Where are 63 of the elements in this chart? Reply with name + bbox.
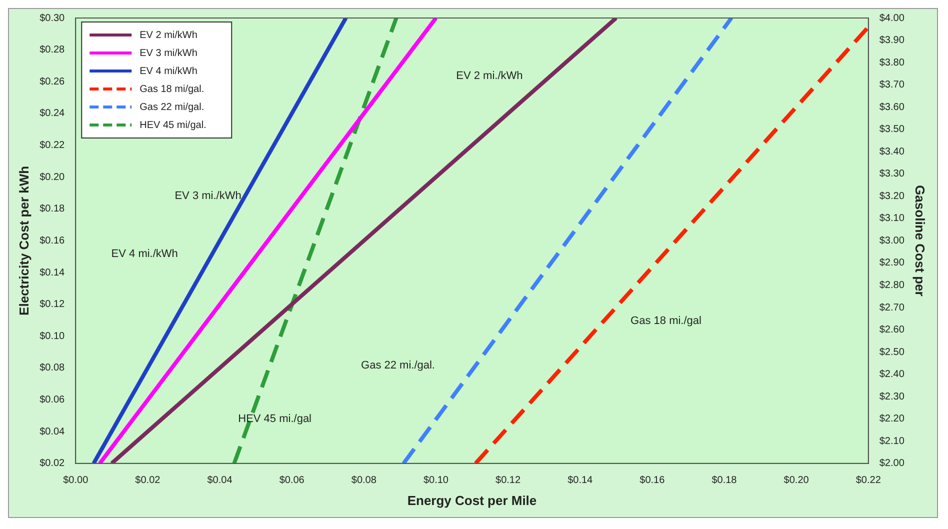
y-tick-label: $0.12 bbox=[40, 299, 66, 310]
y2-tick-label: $2.70 bbox=[879, 302, 905, 314]
x-tick-label: $0.10 bbox=[423, 475, 449, 486]
y2-tick-label: $2.60 bbox=[879, 324, 905, 336]
y2-tick-label: $3.00 bbox=[879, 235, 905, 246]
y2-tick-label: $3.70 bbox=[879, 80, 905, 91]
y2-tick-label: $3.40 bbox=[879, 146, 905, 158]
y2-tick-label: $3.10 bbox=[879, 213, 905, 224]
x-tick-label: $0.16 bbox=[640, 475, 666, 486]
y-tick-label: $0.16 bbox=[40, 235, 66, 246]
y2-tick-label: $3.20 bbox=[879, 190, 905, 202]
y2-tick-label: $2.40 bbox=[879, 369, 905, 380]
y2-tick-label: $3.90 bbox=[879, 35, 905, 46]
x-tick-label: $0.20 bbox=[784, 475, 810, 486]
y-tick-label: $0.06 bbox=[40, 394, 66, 406]
legend-label: EV 3 mi/kWh bbox=[140, 48, 198, 59]
annotation: Gas 18 mi./gal bbox=[630, 314, 702, 327]
y2-tick-label: $3.60 bbox=[879, 102, 905, 113]
y2-tick-label: $2.50 bbox=[879, 346, 905, 358]
legend-label: HEV 45 mi/gal. bbox=[140, 120, 206, 131]
legend-label: EV 4 mi/kWh bbox=[140, 66, 198, 77]
y-tick-label: $0.18 bbox=[40, 204, 66, 215]
y2-tick-label: $2.00 bbox=[879, 458, 905, 470]
x-tick-label: $0.02 bbox=[135, 475, 161, 486]
x-tick-label: $0.14 bbox=[568, 475, 594, 486]
y-tick-label: $0.30 bbox=[40, 12, 66, 24]
x-axis-title: Energy Cost per Mile bbox=[407, 492, 537, 508]
y-tick-label: $0.08 bbox=[40, 362, 66, 374]
y-tick-label: $0.22 bbox=[40, 140, 66, 152]
y2-tick-label: $4.00 bbox=[879, 12, 905, 24]
y-tick-label: $0.14 bbox=[40, 267, 66, 278]
y-tick-label: $0.02 bbox=[40, 458, 66, 470]
x-tick-label: $0.08 bbox=[351, 475, 377, 486]
y-tick-label: $0.10 bbox=[40, 330, 66, 342]
y2-tick-label: $3.30 bbox=[879, 168, 905, 180]
x-tick-label: $0.04 bbox=[207, 475, 233, 486]
legend-label: Gas 18 mi/gal. bbox=[140, 84, 204, 95]
y-tick-label: $0.28 bbox=[40, 44, 66, 56]
x-tick-label: $0.00 bbox=[63, 475, 89, 486]
x-tick-label: $0.06 bbox=[279, 475, 305, 486]
x-tick-label: $0.22 bbox=[856, 475, 882, 486]
x-tick-label: $0.12 bbox=[496, 475, 521, 486]
y-tick-label: $0.24 bbox=[40, 108, 66, 120]
y2-tick-label: $2.80 bbox=[879, 280, 905, 291]
y-tick-label: $0.04 bbox=[40, 426, 66, 438]
annotation: Gas 22 mi./gal. bbox=[361, 359, 435, 372]
y2-tick-label: $2.30 bbox=[879, 391, 905, 402]
y2-axis-title: Gasoline Cost per bbox=[912, 185, 928, 296]
y2-tick-label: $2.20 bbox=[879, 414, 905, 425]
y2-tick-label: $2.10 bbox=[879, 436, 905, 447]
annotation: EV 4 mi./kWh bbox=[111, 248, 178, 260]
y-tick-label: $0.26 bbox=[40, 76, 66, 88]
y-tick-label: $0.20 bbox=[40, 172, 66, 183]
annotation: HEV 45 mi./gal bbox=[238, 412, 312, 425]
y-axis-title: Electricity Cost per kWh bbox=[16, 166, 32, 316]
y2-tick-label: $3.50 bbox=[879, 124, 905, 136]
annotation: EV 2 mi./kWh bbox=[456, 70, 523, 82]
legend-label: EV 2 mi/kWh bbox=[140, 30, 198, 41]
annotation: EV 3 mi./kWh bbox=[174, 190, 242, 202]
y2-tick-label: $2.90 bbox=[879, 258, 905, 269]
y2-tick-label: $3.80 bbox=[879, 57, 905, 68]
legend-label: Gas 22 mi/gal. bbox=[140, 102, 204, 113]
x-tick-label: $0.18 bbox=[712, 475, 738, 486]
